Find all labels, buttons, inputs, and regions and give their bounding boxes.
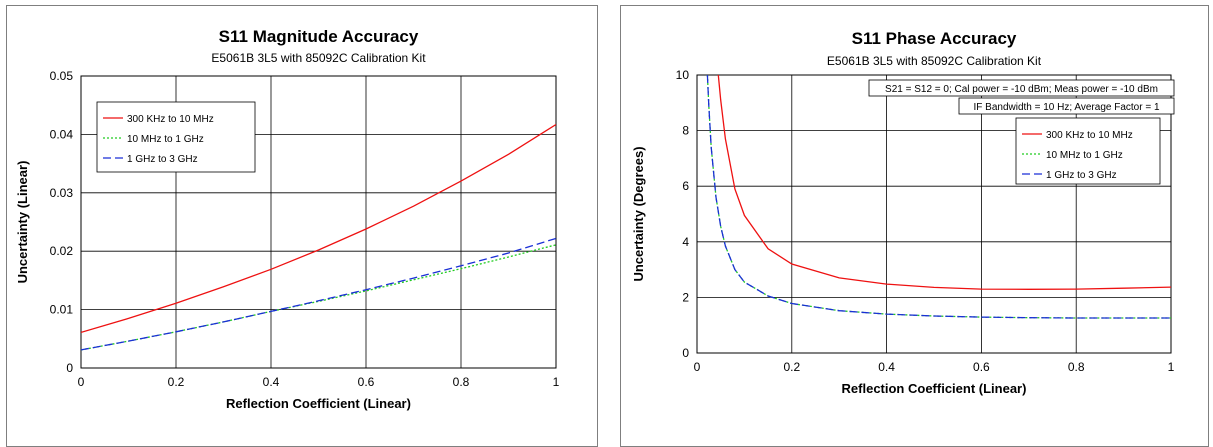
x-tick-label: 0.2 [168,375,185,389]
series-line-1 [81,123,556,334]
y-axis-title: Uncertainty (Linear) [15,161,30,284]
y-tick-label: 2 [682,290,689,304]
plot-border [80,75,557,369]
y-tick-label: 8 [682,124,689,138]
plot-border [696,74,1172,354]
x-axis-title: Reflection Coefficient (Linear) [226,396,411,411]
y-tick-label: 10 [676,68,690,82]
x-tick-label: 0 [78,375,85,389]
magnitude-chart: S11 Magnitude Accuracy E5061B 3L5 with 85… [15,27,560,411]
y-tick-label: 0 [66,361,73,375]
y-tick-label: 6 [682,179,689,193]
x-tick-label: 0.8 [453,375,470,389]
y-tick-label: 0.05 [50,69,74,83]
x-tick-label: 0.8 [1068,360,1085,374]
x-tick-label: 0.4 [263,375,280,389]
series-line-3 [81,237,556,351]
legend-label: 300 KHz to 10 MHz [1046,130,1133,141]
legend-box [96,101,256,173]
magnitude-chart-panel: S11 Magnitude Accuracy E5061B 3L5 with 85… [6,5,598,447]
y-tick-label: 0.03 [50,186,74,200]
series-line-1 [717,75,1171,290]
chart-subtitle: E5061B 3L5 with 85092C Calibration Kit [211,51,426,65]
plot-area [697,75,1171,353]
y-tick-label: 0.02 [50,244,74,258]
series-line-3 [706,75,1171,319]
series-line-2 [81,244,556,351]
x-tick-label: 0.6 [973,360,990,374]
phase-chart: S11 Phase Accuracy E5061B 3L5 with 85092C… [631,29,1175,396]
x-tick-label: 0.2 [783,360,800,374]
x-tick-label: 1 [1168,360,1175,374]
x-axis-title: Reflection Coefficient (Linear) [842,381,1027,396]
phase-chart-panel: S11 Phase Accuracy E5061B 3L5 with 85092C… [620,5,1209,447]
note-box [868,79,1175,97]
y-tick-label: 0.04 [50,127,74,141]
chart-title: S11 Phase Accuracy [852,29,1017,48]
note-text: S21 = S12 = 0; Cal power = -10 dBm; Meas… [885,84,1158,95]
y-tick-label: 0.01 [50,303,74,317]
legend-label: 1 GHz to 3 GHz [1046,170,1117,181]
chart-subtitle: E5061B 3L5 with 85092C Calibration Kit [827,54,1042,68]
note-box [958,97,1175,115]
legend-label: 10 MHz to 1 GHz [1046,150,1123,161]
chart-title: S11 Magnitude Accuracy [219,27,419,46]
x-tick-label: 0 [694,360,701,374]
legend-label: 1 GHz to 3 GHz [127,154,198,165]
legend-label: 300 KHz to 10 MHz [127,114,214,125]
legend-box [1015,117,1161,185]
x-tick-label: 0.4 [878,360,895,374]
legend-label: 10 MHz to 1 GHz [127,134,204,145]
x-tick-label: 0.6 [358,375,375,389]
note-text: IF Bandwidth = 10 Hz; Average Factor = 1 [973,102,1159,113]
y-axis-title: Uncertainty (Degrees) [631,146,646,281]
x-tick-label: 1 [553,375,560,389]
y-tick-label: 4 [682,235,689,249]
y-tick-label: 0 [682,346,689,360]
